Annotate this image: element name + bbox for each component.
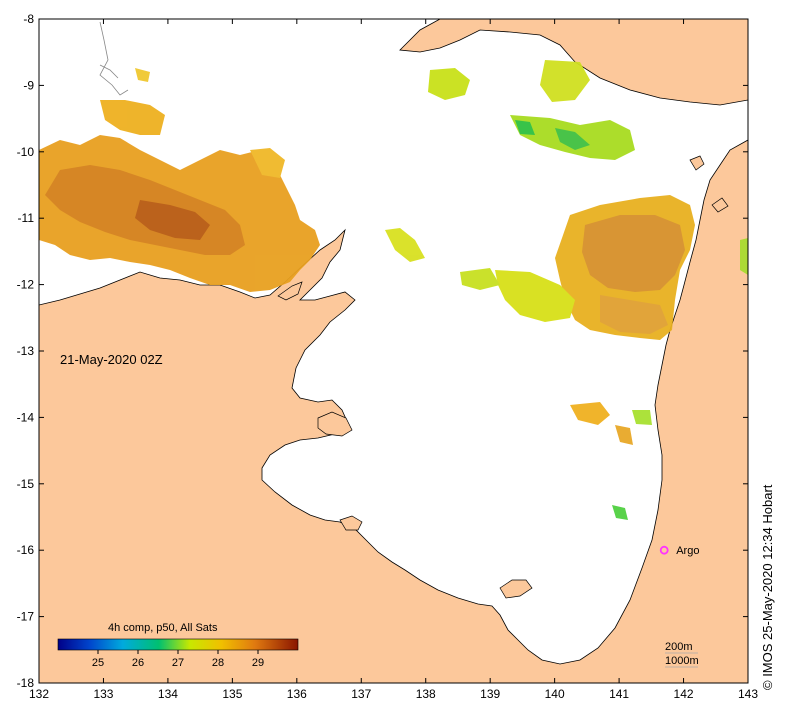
- x-tick-label: 140: [545, 687, 565, 701]
- depth-1000-label: 1000m: [665, 655, 699, 667]
- y-tick-label: -8: [23, 12, 34, 26]
- x-tick-label: 138: [416, 687, 436, 701]
- y-tick-label: -11: [18, 211, 35, 225]
- argo-label: Argo: [676, 545, 699, 557]
- credit-label: © IMOS 25-May-2020 12:34 Hobart: [760, 484, 775, 690]
- colorbar-tick-label: 28: [212, 657, 224, 669]
- x-tick-label: 139: [480, 687, 500, 701]
- x-tick-label: 142: [674, 687, 694, 701]
- argo-marker-icon: [659, 545, 669, 555]
- x-tick-label: 134: [158, 687, 178, 701]
- y-tick-label: -14: [17, 410, 35, 424]
- y-tick-label: -12: [17, 278, 35, 292]
- land-arnhem: [39, 139, 748, 683]
- colorbar-tick-label: 26: [132, 657, 144, 669]
- y-tick-label: -13: [17, 344, 35, 358]
- x-tick-label: 132: [29, 687, 49, 701]
- depth-200-label: 200m: [665, 641, 693, 653]
- colorbar-tick-label: 25: [92, 657, 104, 669]
- y-tick-label: -10: [17, 145, 35, 159]
- x-axis: 132 133 134 135 136 137 138 139 140 141 142 143: [29, 19, 758, 701]
- x-tick-label: 133: [93, 687, 113, 701]
- colorbar-title: 4h comp, p50, All Sats: [108, 622, 218, 634]
- date-label: 21-May-2020 02Z: [60, 352, 163, 367]
- y-tick-label: -16: [17, 543, 35, 557]
- y-tick-label: -9: [23, 78, 34, 92]
- depth-legend: 200m 1000m: [665, 641, 699, 668]
- land-png: [399, 19, 748, 106]
- colorbar: 4h comp, p50, All Sats 25 26 27 28 29: [57, 622, 299, 669]
- map-canvas: Argo 21-May-2020 02Z 4h comp, p50, All S…: [39, 19, 748, 683]
- y-tick-label: -18: [17, 676, 35, 690]
- colorbar-gradient: [57, 638, 299, 651]
- x-tick-label: 137: [351, 687, 371, 701]
- y-tick-label: -15: [17, 477, 35, 491]
- x-tick-label: 136: [287, 687, 307, 701]
- colorbar-tick-label: 29: [252, 657, 264, 669]
- x-tick-label: 143: [738, 687, 758, 701]
- y-tick-label: -17: [17, 610, 35, 624]
- colorbar-ticks: 25 26 27 28 29: [92, 650, 264, 669]
- y-axis: -8 -9 -10 -11 -12 -13 -14 -15 -16 -17 -18: [17, 12, 748, 690]
- sst-overlay: [39, 60, 748, 520]
- x-tick-label: 141: [609, 687, 629, 701]
- x-tick-label: 135: [222, 687, 242, 701]
- colorbar-tick-label: 27: [172, 657, 184, 669]
